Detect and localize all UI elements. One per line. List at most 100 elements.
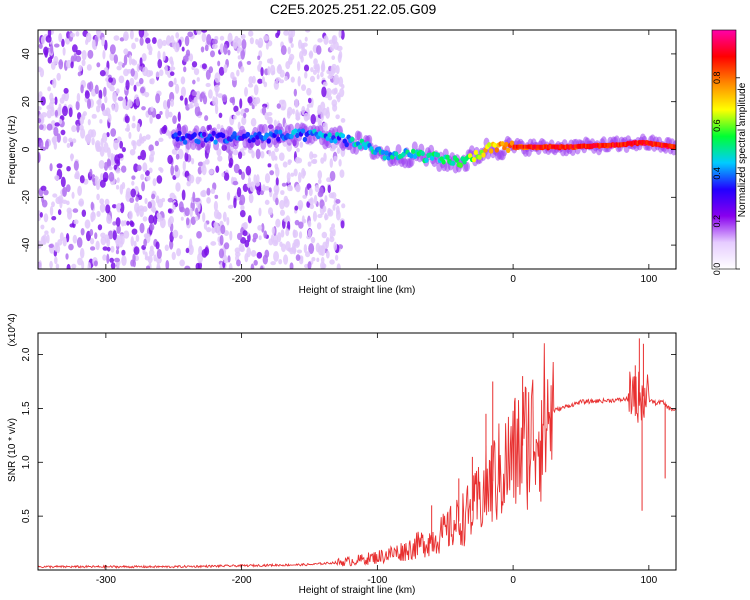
ridge-point: [471, 157, 477, 163]
noise-blob: [104, 39, 108, 51]
noise-blob: [213, 221, 218, 229]
noise-blob: [177, 111, 181, 122]
noise-blob: [193, 96, 198, 107]
noise-blob: [325, 250, 330, 259]
noise-blob: [53, 126, 59, 137]
noise-blob: [54, 43, 60, 48]
noise-blob: [221, 144, 227, 152]
noise-blob: [175, 83, 180, 94]
noise-blob: [257, 78, 263, 84]
noise-blob: [170, 35, 175, 43]
noise-blob: [238, 243, 245, 252]
noise-blob: [46, 234, 50, 244]
noise-blob: [228, 263, 233, 269]
ridge-halo: [190, 140, 197, 151]
noise-blob: [99, 119, 103, 124]
noise-blob: [189, 207, 193, 218]
ridge-core: [640, 140, 643, 145]
ridge-core: [523, 144, 526, 149]
noise-blob: [147, 255, 153, 264]
noise-blob: [84, 90, 90, 99]
ridge-core: [529, 144, 531, 149]
ridge-core: [572, 144, 575, 149]
noise-blob: [278, 152, 285, 162]
noise-blob: [109, 85, 115, 92]
noise-blob: [125, 79, 130, 91]
ridge-point: [211, 130, 216, 136]
noise-blob: [153, 215, 158, 225]
noise-blob: [182, 160, 186, 172]
noise-blob: [236, 232, 243, 241]
noise-blob: [156, 248, 162, 259]
ridge-core: [646, 140, 648, 145]
noise-blob: [247, 83, 254, 88]
noise-blob: [226, 191, 231, 201]
y-tick-label: -40: [21, 237, 32, 252]
noise-blob: [277, 232, 282, 243]
noise-blob: [91, 137, 95, 146]
snr-x-axis-label: Height of straight line (km): [299, 585, 416, 596]
noise-blob: [102, 49, 106, 60]
noise-blob: [197, 111, 203, 116]
snr-panel: -300 -200 -100 0 100 0.5 1.0 1.5 2.0 Height of …: [7, 313, 677, 596]
noise-blob: [56, 72, 61, 81]
noise-blob: [94, 84, 99, 95]
noise-blob: [307, 228, 312, 238]
noise-blob: [43, 189, 49, 196]
ridge-core: [625, 141, 628, 146]
noise-blob: [43, 213, 49, 223]
noise-blob: [206, 34, 212, 46]
ridge-point: [409, 153, 414, 159]
noise-blob: [302, 194, 307, 199]
ridge-core: [627, 141, 629, 146]
noise-blob: [229, 230, 233, 241]
noise-blob: [108, 77, 113, 83]
noise-blob: [249, 37, 254, 45]
noise-blob: [180, 86, 186, 98]
noise-blob: [298, 204, 303, 211]
noise-blob: [307, 161, 312, 167]
noise-blob: [269, 64, 276, 76]
noise-blob: [223, 230, 229, 237]
noise-blob: [173, 77, 177, 86]
noise-blob: [194, 215, 199, 222]
ridge-point: [213, 139, 218, 145]
noise-blob: [236, 69, 240, 77]
noise-blob: [54, 122, 60, 127]
noise-blob: [320, 256, 325, 264]
noise-blob: [223, 242, 230, 250]
ridge-core: [618, 142, 621, 147]
x-tick-label: -100: [367, 575, 387, 586]
noise-blob: [40, 185, 47, 191]
x-tick-label: -100: [367, 274, 387, 285]
noise-blob: [205, 82, 211, 88]
noise-blob: [338, 159, 342, 167]
noise-blob: [317, 38, 323, 43]
ridge-core: [605, 143, 608, 148]
noise-blob: [50, 43, 54, 54]
noise-blob: [312, 69, 317, 75]
noise-blob: [195, 262, 200, 269]
ridge-core: [559, 144, 561, 149]
y-tick-label: 40: [21, 48, 32, 60]
ridge-core: [587, 143, 590, 148]
noise-blob: [170, 60, 174, 67]
noise-blob: [109, 44, 116, 55]
noise-blob: [280, 45, 287, 56]
ridge-core: [612, 142, 614, 147]
noise-blob: [333, 75, 337, 83]
noise-blob: [45, 35, 52, 43]
noise-blob: [148, 70, 154, 77]
noise-blob: [148, 51, 153, 56]
snr-y-multiplier: (x10^4): [7, 313, 18, 346]
noise-blob: [149, 245, 154, 252]
noise-blob: [333, 241, 338, 251]
ridge-point: [289, 133, 294, 139]
noise-blob: [276, 103, 282, 109]
noise-blob: [280, 106, 286, 111]
noise-blob: [106, 246, 111, 252]
noise-blob: [217, 93, 224, 98]
ridge-point: [344, 142, 349, 148]
noise-blob: [155, 93, 161, 104]
noise-blob: [96, 30, 100, 36]
